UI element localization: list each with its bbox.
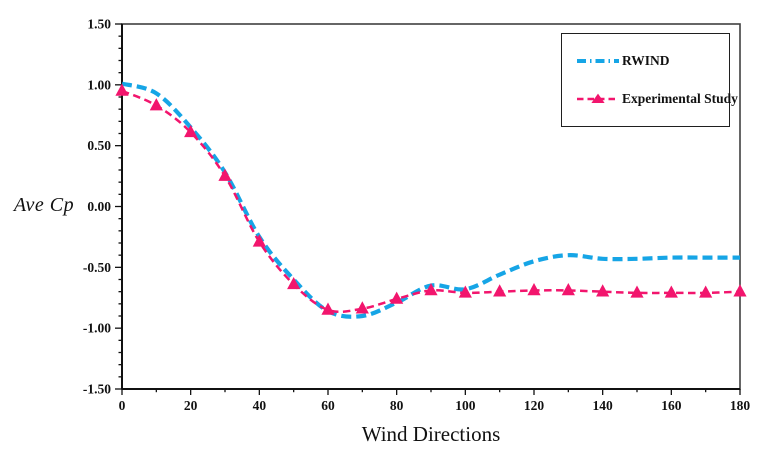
x-tick-label: 180 [730,398,751,413]
legend-item-experimental: Experimental Study [576,91,738,107]
y-tick-label: 0.50 [87,138,111,153]
x-tick-label: 40 [253,398,267,413]
experimental-triangle-marker [733,284,747,297]
experimental-triangle-marker [287,276,301,290]
experimental-triangle-marker [561,283,575,296]
y-tick-label: -0.50 [83,260,111,275]
experimental-triangle-marker [149,98,163,111]
experimental-triangle-marker [699,285,713,298]
experimental-triangle-marker [390,291,404,304]
y-tick-label: -1.50 [83,382,111,397]
experimental-triangle-marker [218,168,232,181]
experimental-triangle-marker [630,285,644,298]
x-tick-label: 140 [593,398,614,413]
experimental-triangle-marker [184,124,198,138]
x-tick-label: 120 [524,398,545,413]
legend-label-experimental: Experimental Study [622,91,738,106]
experimental-triangle-marker [355,301,369,314]
experimental-line-sample-icon [577,93,619,103]
legend-item-rwind: RWIND [576,53,725,69]
x-tick-label: 80 [390,398,404,413]
experimental-triangle-marker [424,283,438,296]
y-tick-label: -1.00 [83,321,111,336]
x-tick-label: 100 [455,398,476,413]
legend-label-rwind: RWIND [622,53,670,68]
experimental-triangle-marker [115,83,129,96]
x-tick-label: 60 [321,398,335,413]
y-tick-label: 1.00 [87,77,111,92]
y-axis-title: Ave Cp [13,194,75,216]
x-tick-label: 160 [661,398,682,413]
legend-box: RWIND Experimental Study [561,33,738,127]
y-tick-label: 0.00 [87,199,111,214]
experimental-triangle-marker [596,284,610,297]
rwind-line-sample-icon [577,59,619,63]
experimental-triangle-marker [493,284,507,297]
y-tick-label: 1.50 [87,17,111,32]
x-tick-label: 20 [184,398,198,413]
x-tick-label: 0 [119,398,126,413]
experimental-triangle-marker [252,234,266,247]
experimental-triangle-marker [664,285,678,298]
experimental-triangle-marker [527,283,541,296]
experimental-triangle-marker [321,302,335,315]
x-axis-title: Wind Directions [361,422,501,446]
experimental-triangle-marker [458,285,472,298]
